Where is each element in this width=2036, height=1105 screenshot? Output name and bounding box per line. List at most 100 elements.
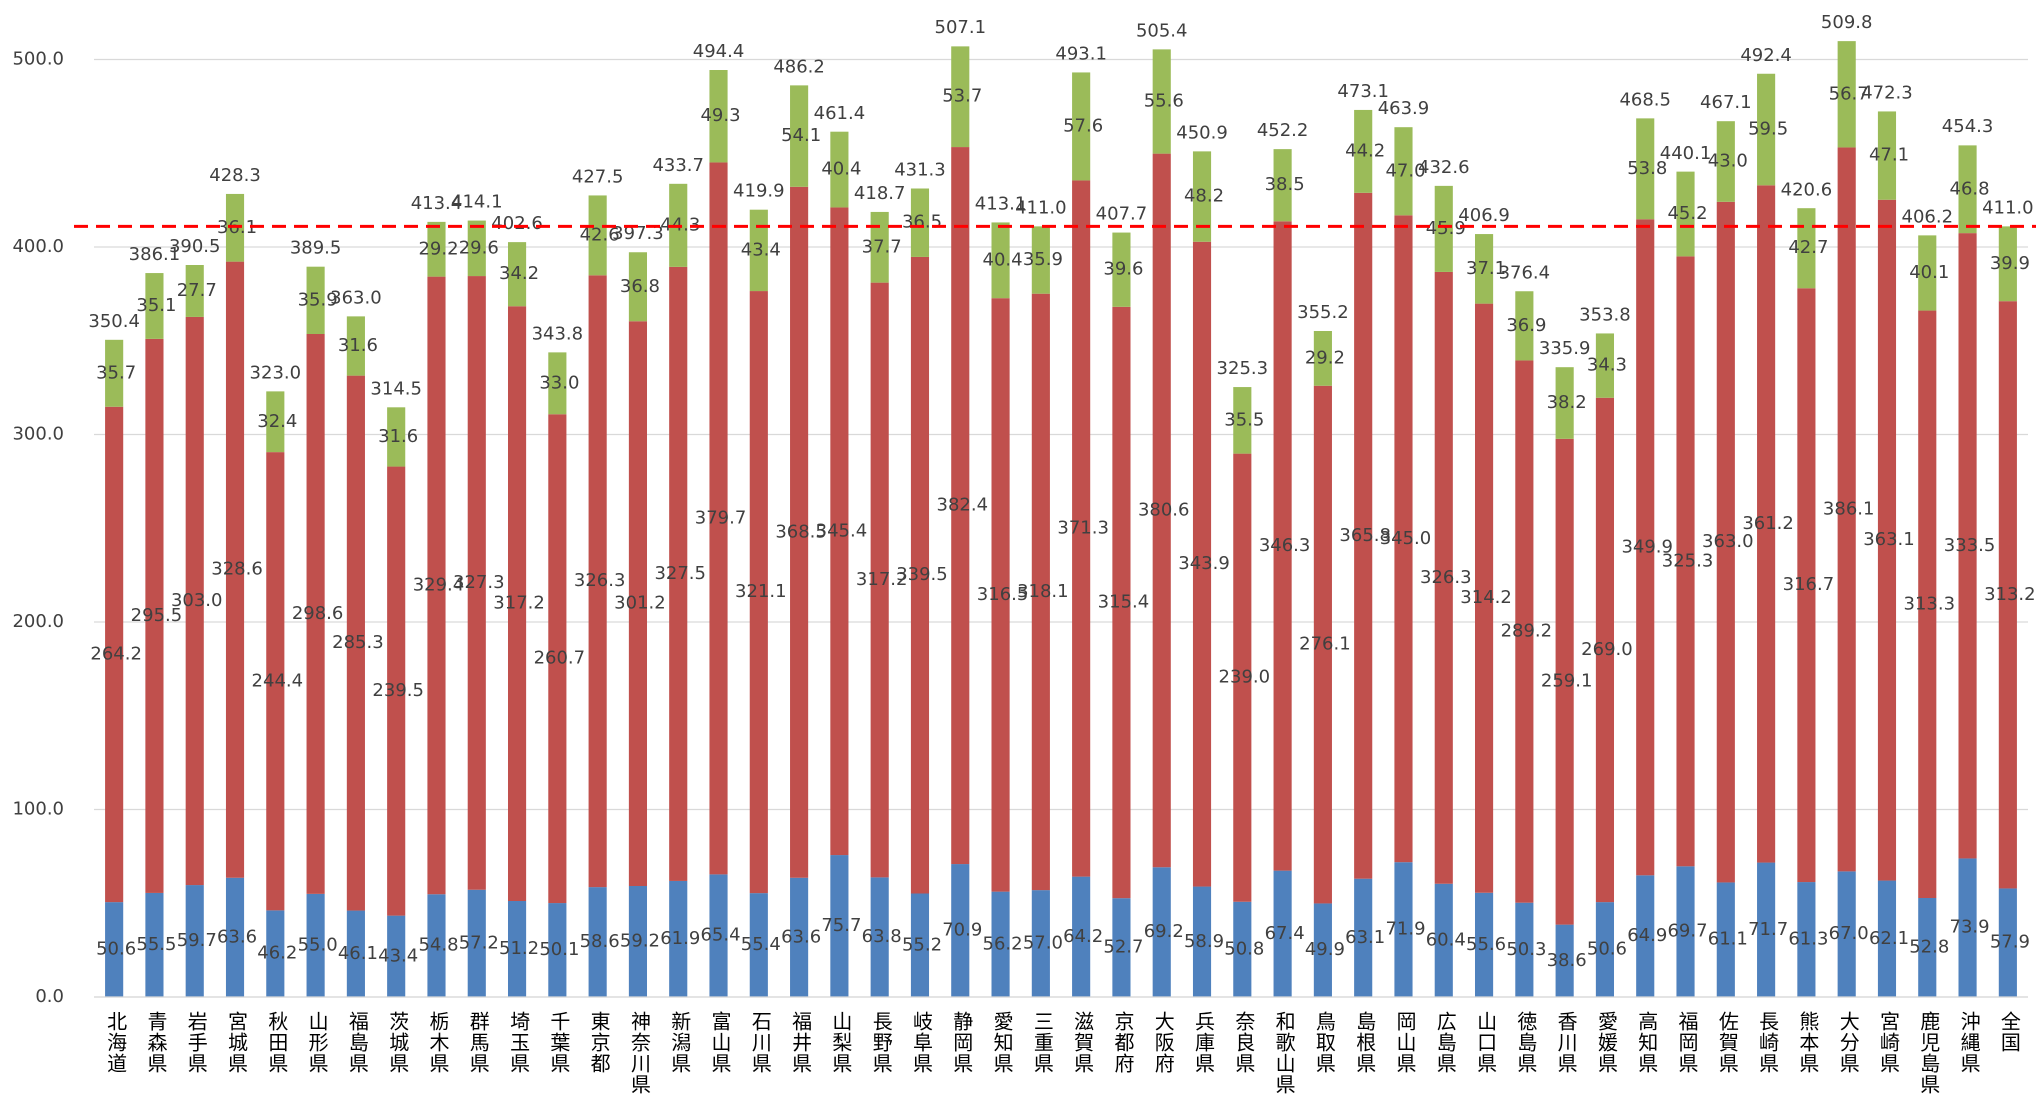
total-label: 431.3: [894, 159, 946, 180]
x-tick-label: 群馬県: [466, 1011, 490, 1074]
bar-segment: [1313, 385, 1332, 904]
total-label: 493.1: [1055, 43, 1107, 64]
bar-segment: [467, 276, 486, 890]
total-label: 428.3: [209, 165, 261, 186]
total-label: 454.3: [1942, 116, 1994, 137]
bar-segment: [548, 903, 567, 997]
bar-segment: [1998, 301, 2017, 889]
total-label: 473.1: [1337, 81, 1389, 102]
value-label: 328.6: [211, 559, 263, 580]
x-tick-label: 広島県: [1433, 1011, 1457, 1074]
bar-segment: [225, 877, 245, 997]
value-label: 327.5: [654, 563, 706, 584]
bar-segment: [1192, 151, 1212, 242]
value-label: 46.2: [257, 943, 297, 964]
bar-segment: [1595, 902, 1615, 997]
bar-segment: [387, 407, 406, 467]
total-label: 492.4: [1740, 45, 1792, 66]
value-label: 379.7: [695, 507, 747, 528]
value-label: 380.6: [1138, 499, 1190, 520]
x-tick-label: 北海道: [104, 1011, 128, 1074]
bar-segment: [1434, 185, 1453, 272]
value-label: 61.3: [1788, 929, 1828, 950]
bar-segment: [1031, 226, 1050, 294]
value-label: 55.5: [136, 934, 176, 955]
bar-segment: [1877, 199, 1897, 881]
value-label: 50.3: [1506, 939, 1546, 960]
x-tick-label: 徳島県: [1514, 1011, 1538, 1074]
x-tick-label: 佐賀県: [1715, 1011, 1739, 1074]
value-label: 35.9: [1023, 249, 1063, 270]
x-tick-label: 宮城県: [225, 1011, 249, 1074]
value-label: 67.0: [1829, 923, 1869, 944]
bar-segment: [790, 186, 809, 878]
bar-segment: [507, 306, 527, 901]
value-label: 260.7: [534, 648, 586, 669]
value-label: 62.1: [1869, 928, 1909, 949]
value-label: 361.2: [1742, 513, 1794, 534]
value-label: 47.1: [1869, 145, 1909, 166]
bar-segment: [346, 910, 365, 997]
value-label: 31.6: [338, 335, 378, 356]
value-label: 56.2: [983, 933, 1023, 954]
value-label: 29.2: [1305, 347, 1345, 368]
value-label: 317.2: [856, 569, 908, 590]
total-label: 509.8: [1821, 12, 1873, 33]
value-label: 45.2: [1667, 203, 1707, 224]
bar-segment: [306, 334, 325, 894]
value-label: 56.7: [1829, 83, 1869, 104]
value-label: 46.8: [1950, 178, 1990, 199]
total-label: 472.3: [1861, 82, 1913, 103]
bar-segment: [225, 261, 245, 878]
bar-segment: [1313, 331, 1332, 386]
value-label: 386.1: [1823, 498, 1875, 519]
value-label: 53.8: [1627, 158, 1667, 179]
bar-segment: [1394, 215, 1413, 863]
bar-segment: [951, 864, 970, 997]
value-label: 42.7: [1788, 237, 1828, 258]
x-tick-label: 島根県: [1353, 1011, 1377, 1074]
total-label: 427.5: [572, 166, 624, 187]
y-tick-label: 400.0: [12, 236, 64, 257]
value-label: 55.2: [902, 934, 942, 955]
value-label: 70.9: [942, 920, 982, 941]
value-label: 40.4: [821, 159, 861, 180]
x-tick-label: 山口県: [1474, 1011, 1498, 1074]
x-tick-label: 大分県: [1836, 1011, 1860, 1074]
bar-segment: [790, 877, 809, 997]
value-label: 59.5: [1748, 119, 1788, 140]
value-label: 276.1: [1299, 634, 1351, 655]
y-tick-label: 0.0: [35, 986, 64, 1007]
x-tick-label: 熊本県: [1796, 1011, 1820, 1074]
bar-segment: [991, 222, 1010, 299]
total-label: 413.1: [975, 193, 1027, 214]
total-label: 463.9: [1378, 98, 1430, 119]
total-label: 314.5: [370, 378, 422, 399]
bar-segment: [1474, 234, 1494, 304]
bar-segment: [1555, 438, 1574, 925]
x-tick-label: 大阪府: [1151, 1011, 1175, 1074]
total-label: 390.5: [169, 236, 221, 257]
bar-segment: [1031, 890, 1050, 997]
bar-segment: [1555, 924, 1574, 997]
value-label: 40.1: [1909, 262, 1949, 283]
bar-segment: [1757, 185, 1776, 863]
bar-segment: [1354, 192, 1373, 879]
total-label: 467.1: [1700, 92, 1752, 113]
value-label: 35.5: [1224, 409, 1264, 430]
bar-segment: [709, 874, 728, 997]
total-label: 376.4: [1499, 262, 1551, 283]
value-label: 269.0: [1581, 639, 1633, 660]
y-tick-label: 200.0: [12, 611, 64, 632]
total-label: 420.6: [1781, 179, 1833, 200]
value-label: 64.2: [1063, 926, 1103, 947]
total-label: 418.7: [854, 183, 906, 204]
value-label: 349.9: [1621, 536, 1673, 557]
x-tick-label: 長崎県: [1756, 1011, 1780, 1074]
total-label: 432.6: [1418, 157, 1470, 178]
bar-segment: [669, 266, 688, 881]
bar-segment: [1152, 153, 1171, 868]
value-label: 58.6: [580, 931, 620, 952]
value-label: 31.6: [378, 426, 418, 447]
total-label: 389.5: [290, 238, 342, 259]
